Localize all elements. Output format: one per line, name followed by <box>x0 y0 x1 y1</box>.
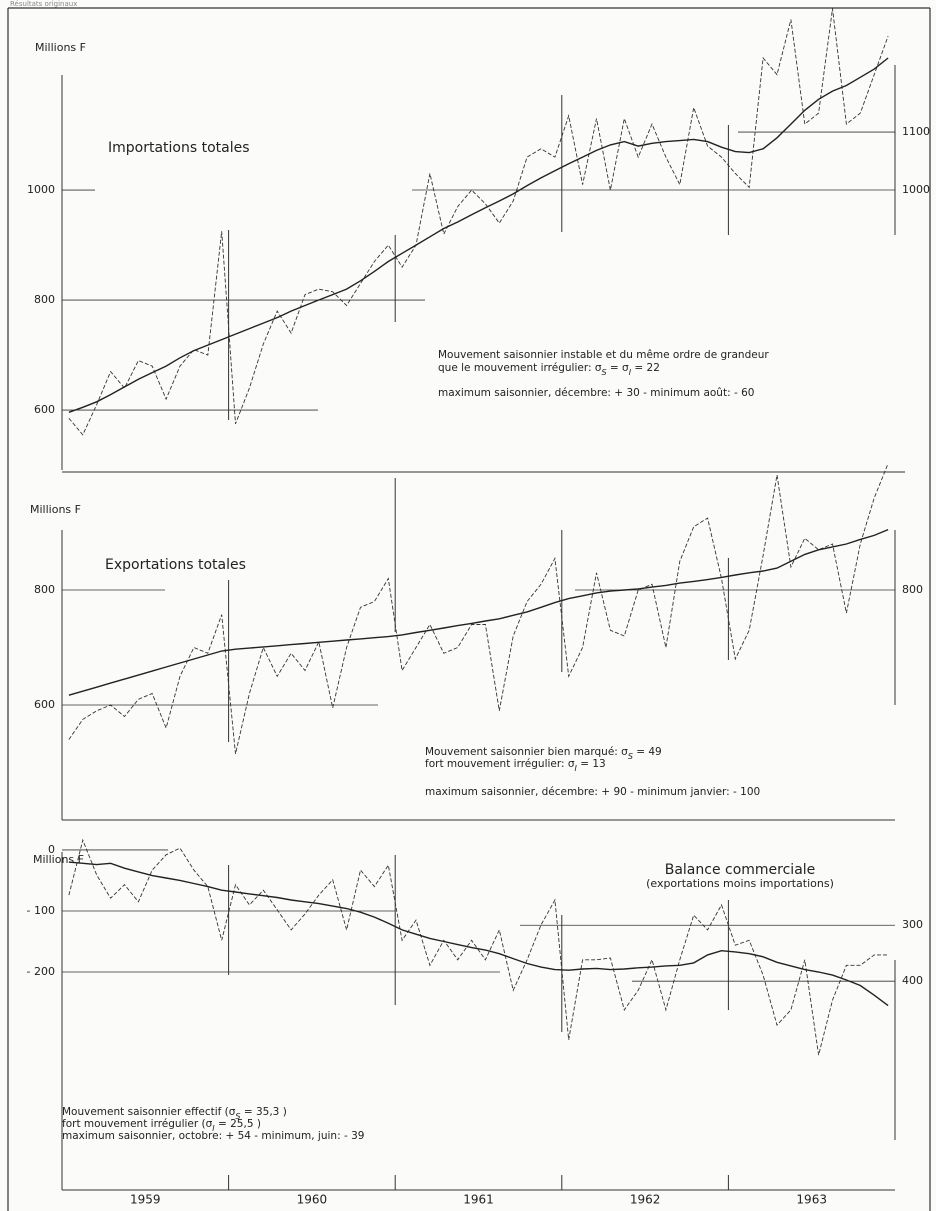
annotation: que le mouvement irrégulier: σS = σI = 2… <box>438 362 660 377</box>
y-tick-label: 0 <box>48 843 55 856</box>
raw-series-line <box>68 8 889 436</box>
y-tick-label: - 200 <box>27 965 55 978</box>
y2-tick-label: 300 <box>902 918 923 931</box>
y2-tick-label: 1000 <box>902 183 930 196</box>
panel-subtitle: (exportations moins importations) <box>646 877 834 890</box>
x-tick-label: 1962 <box>630 1193 661 1207</box>
x-tick-label: 1959 <box>130 1193 161 1207</box>
trend-line <box>68 528 889 696</box>
panel-title: Importations totales <box>108 140 250 156</box>
y-tick-label: 800 <box>34 293 55 306</box>
y-tick-label: 600 <box>34 403 55 416</box>
y2-tick-label: 800 <box>902 583 923 596</box>
annotation: fort mouvement irrégulier: σI = 13 <box>425 758 606 773</box>
trend-line <box>68 57 889 413</box>
annotation: Mouvement saisonnier effectif (σS = 35,3… <box>62 1106 287 1121</box>
annotation: fort mouvement irrégulier (σI = 25,5 ) <box>62 1118 261 1133</box>
annotation: maximum saisonnier, décembre: + 30 - min… <box>438 387 754 399</box>
annotation-subscript: S <box>601 368 606 377</box>
raw-series-line <box>68 838 889 1056</box>
annotation-part: = 49 <box>633 746 662 758</box>
panel-title: Exportations totales <box>105 557 246 573</box>
annotation: maximum saisonnier, octobre: + 54 - mini… <box>62 1130 364 1142</box>
sheet-header: Résultats originaux <box>10 0 77 8</box>
annotation-part: = 35,3 ) <box>241 1106 287 1118</box>
annotation-part: que le mouvement irrégulier: σ <box>438 362 602 374</box>
annotation-part: fort mouvement irrégulier: σ <box>425 758 575 770</box>
y-tick-label: 800 <box>34 583 55 596</box>
y-axis-label: Millions F <box>30 503 81 516</box>
y2-tick-label: 1100 <box>902 125 930 138</box>
x-tick-label: 1961 <box>463 1193 494 1207</box>
trend-line <box>68 861 889 1007</box>
annotation-subscript: S <box>235 1112 240 1121</box>
annotation-part: Mouvement saisonnier effectif (σ <box>62 1106 236 1118</box>
annotation-part: Mouvement saisonnier bien marqué: σ <box>425 746 628 758</box>
x-tick-label: 1963 <box>796 1193 827 1207</box>
annotation-subscript: I <box>629 368 632 377</box>
raw-series-line <box>68 463 889 755</box>
annotation: Mouvement saisonnier instable et du même… <box>438 349 769 361</box>
annotation: maximum saisonnier, décembre: + 90 - min… <box>425 786 760 798</box>
y-tick-label: 1000 <box>27 183 55 196</box>
x-tick-label: 1960 <box>297 1193 328 1207</box>
y-tick-label: 600 <box>34 698 55 711</box>
y-axis-label: Millions F <box>35 41 86 54</box>
annotation-part: = 13 <box>577 758 606 770</box>
annotation-subscript: I <box>212 1124 215 1133</box>
annotation-part: = σ <box>607 362 629 374</box>
y-tick-label: - 100 <box>27 904 55 917</box>
annotation: Mouvement saisonnier bien marqué: σS = 4… <box>425 746 662 761</box>
y2-tick-label: 400 <box>902 974 923 987</box>
annotation-subscript: S <box>628 752 633 761</box>
annotation-part: = 22 <box>631 362 660 374</box>
annotation-part: = 25,5 ) <box>215 1118 261 1130</box>
panel-title: Balance commerciale <box>665 862 816 878</box>
annotation-subscript: I <box>575 764 578 773</box>
annotation-part: fort mouvement irrégulier (σ <box>62 1118 213 1130</box>
